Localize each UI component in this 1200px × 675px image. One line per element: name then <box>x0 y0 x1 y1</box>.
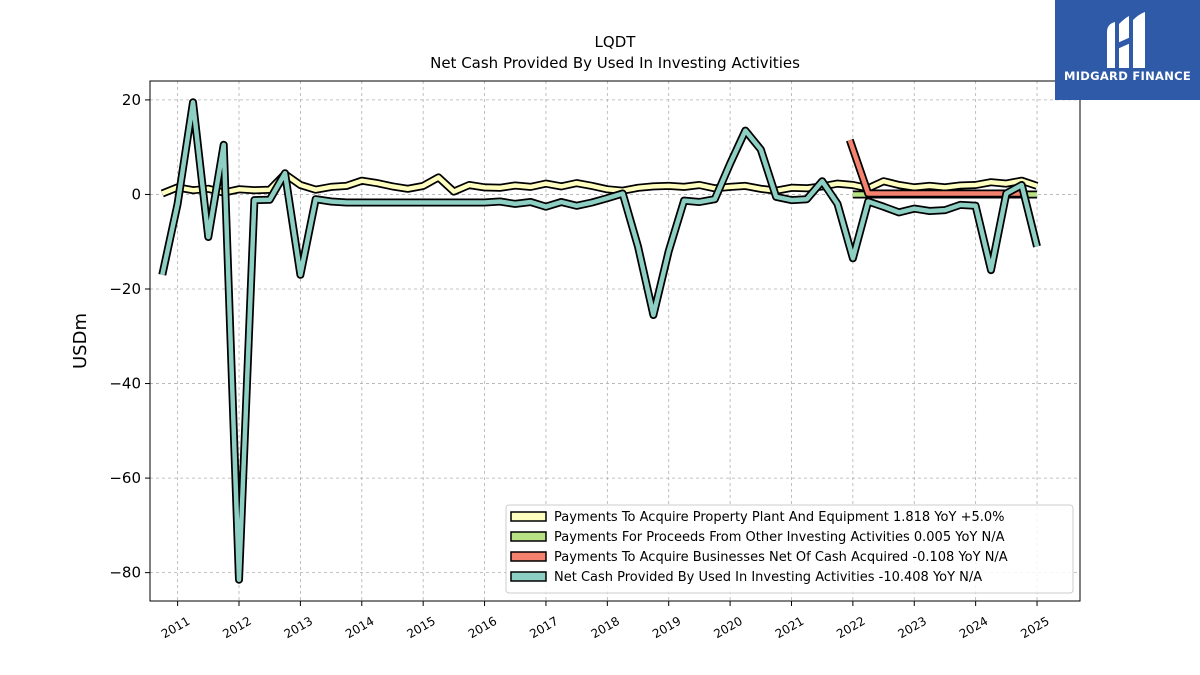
series-0 <box>160 170 1039 198</box>
legend-swatch <box>510 551 547 562</box>
series-line <box>160 100 1040 582</box>
x-tick-label: 2025 <box>1018 614 1051 641</box>
midgard-logo-icon <box>1107 12 1145 68</box>
x-tick-label: 2019 <box>650 614 683 641</box>
legend: Payments To Acquire Property Plant And E… <box>505 504 1074 594</box>
series-line <box>847 139 1022 196</box>
chart-title: LQDT <box>595 33 637 51</box>
brand-name: MIDGARD FINANCE <box>1063 69 1192 83</box>
brand-logo: MIDGARD FINANCE <box>1055 0 1200 100</box>
legend-swatch <box>510 511 547 522</box>
legend-label: Payments For Proceeds From Other Investi… <box>554 530 1005 545</box>
legend-label: Payments To Acquire Businesses Net Of Ca… <box>554 550 1008 565</box>
y-tick-label: 0 <box>131 185 141 203</box>
series-line <box>161 171 1038 196</box>
legend-swatch <box>510 531 547 542</box>
x-tick-label: 2011 <box>159 614 192 641</box>
x-tick-label: 2021 <box>773 614 806 641</box>
x-tick-label: 2016 <box>466 614 499 641</box>
x-tick-label: 2015 <box>404 614 437 641</box>
y-axis-ticks: 20 0 −20 −40 −60 −80 <box>109 91 150 582</box>
y-tick-label: −60 <box>109 469 141 487</box>
y-tick-label: −40 <box>109 375 141 393</box>
y-tick-label: 20 <box>122 91 141 109</box>
x-tick-label: 2017 <box>527 614 560 641</box>
x-tick-label: 2014 <box>343 614 376 641</box>
x-tick-label: 2012 <box>220 614 253 641</box>
y-tick-label: −80 <box>109 564 141 582</box>
x-tick-label: 2020 <box>711 614 744 641</box>
series-layer <box>158 98 1041 584</box>
chart-subtitle: Net Cash Provided By Used In Investing A… <box>430 54 800 72</box>
y-axis-label: USDm <box>70 313 91 369</box>
plot-frame <box>149 80 1081 602</box>
series-2 <box>846 138 1022 198</box>
x-tick-label: 2018 <box>589 614 622 641</box>
x-tick-label: 2022 <box>834 614 867 641</box>
series-3 <box>158 98 1041 584</box>
legend-label: Net Cash Provided By Used In Investing A… <box>554 570 982 585</box>
x-tick-label: 2023 <box>896 614 929 641</box>
legend-swatch <box>510 571 547 582</box>
legend-box <box>505 504 1074 594</box>
x-axis-ticks: 2011 2012 2013 2014 2015 2016 2017 2018 2019 2020… <box>159 601 1052 641</box>
y-tick-label: −20 <box>109 280 141 298</box>
legend-label: Payments To Acquire Property Plant And E… <box>554 510 1005 525</box>
x-tick-label: 2024 <box>957 614 990 641</box>
x-tick-label: 2013 <box>282 614 315 641</box>
